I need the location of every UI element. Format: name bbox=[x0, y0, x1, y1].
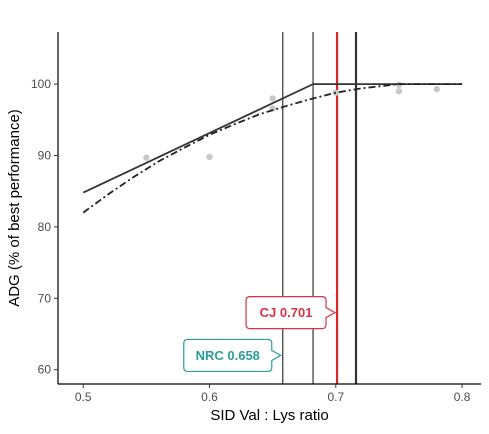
x-tick-label-3: 0.8 bbox=[454, 390, 471, 404]
callout-box-1 bbox=[183, 338, 282, 373]
data-point-6 bbox=[395, 88, 403, 95]
y-axis-title: ADG (% of best performance) bbox=[6, 109, 23, 307]
y-tick-label-4: 100 bbox=[31, 77, 51, 91]
callout-box-0 bbox=[245, 296, 337, 330]
x-axis-title: SID Val : Lys ratio bbox=[210, 407, 328, 424]
y-tick-label-0: 60 bbox=[38, 363, 52, 377]
y-tick-label-3: 90 bbox=[38, 149, 52, 163]
x-ticks: 0.5 0.6 0.7 0.8 bbox=[75, 384, 471, 404]
data-point-0 bbox=[143, 154, 150, 161]
y-ticks: 60 70 80 90 100 bbox=[31, 77, 58, 377]
data-point-3 bbox=[269, 95, 276, 102]
data-point-7 bbox=[433, 85, 441, 93]
x-tick-label-2: 0.7 bbox=[327, 390, 344, 404]
callout-label-0: CJ 0.701 bbox=[260, 305, 313, 320]
data-point-1 bbox=[206, 153, 213, 161]
x-tick-label-0: 0.5 bbox=[75, 390, 92, 404]
fit-lines bbox=[82, 83, 463, 214]
axes bbox=[57, 32, 481, 385]
callouts: CJ 0.701 NRC 0.658 bbox=[183, 296, 337, 373]
x-tick-label-1: 0.6 bbox=[201, 390, 218, 404]
fit-line-solid bbox=[82, 83, 463, 194]
y-tick-label-2: 80 bbox=[38, 220, 52, 234]
y-tick-label-1: 70 bbox=[38, 291, 52, 305]
fit-line-dashed bbox=[82, 83, 463, 214]
callout-label-1: NRC 0.658 bbox=[196, 348, 260, 363]
